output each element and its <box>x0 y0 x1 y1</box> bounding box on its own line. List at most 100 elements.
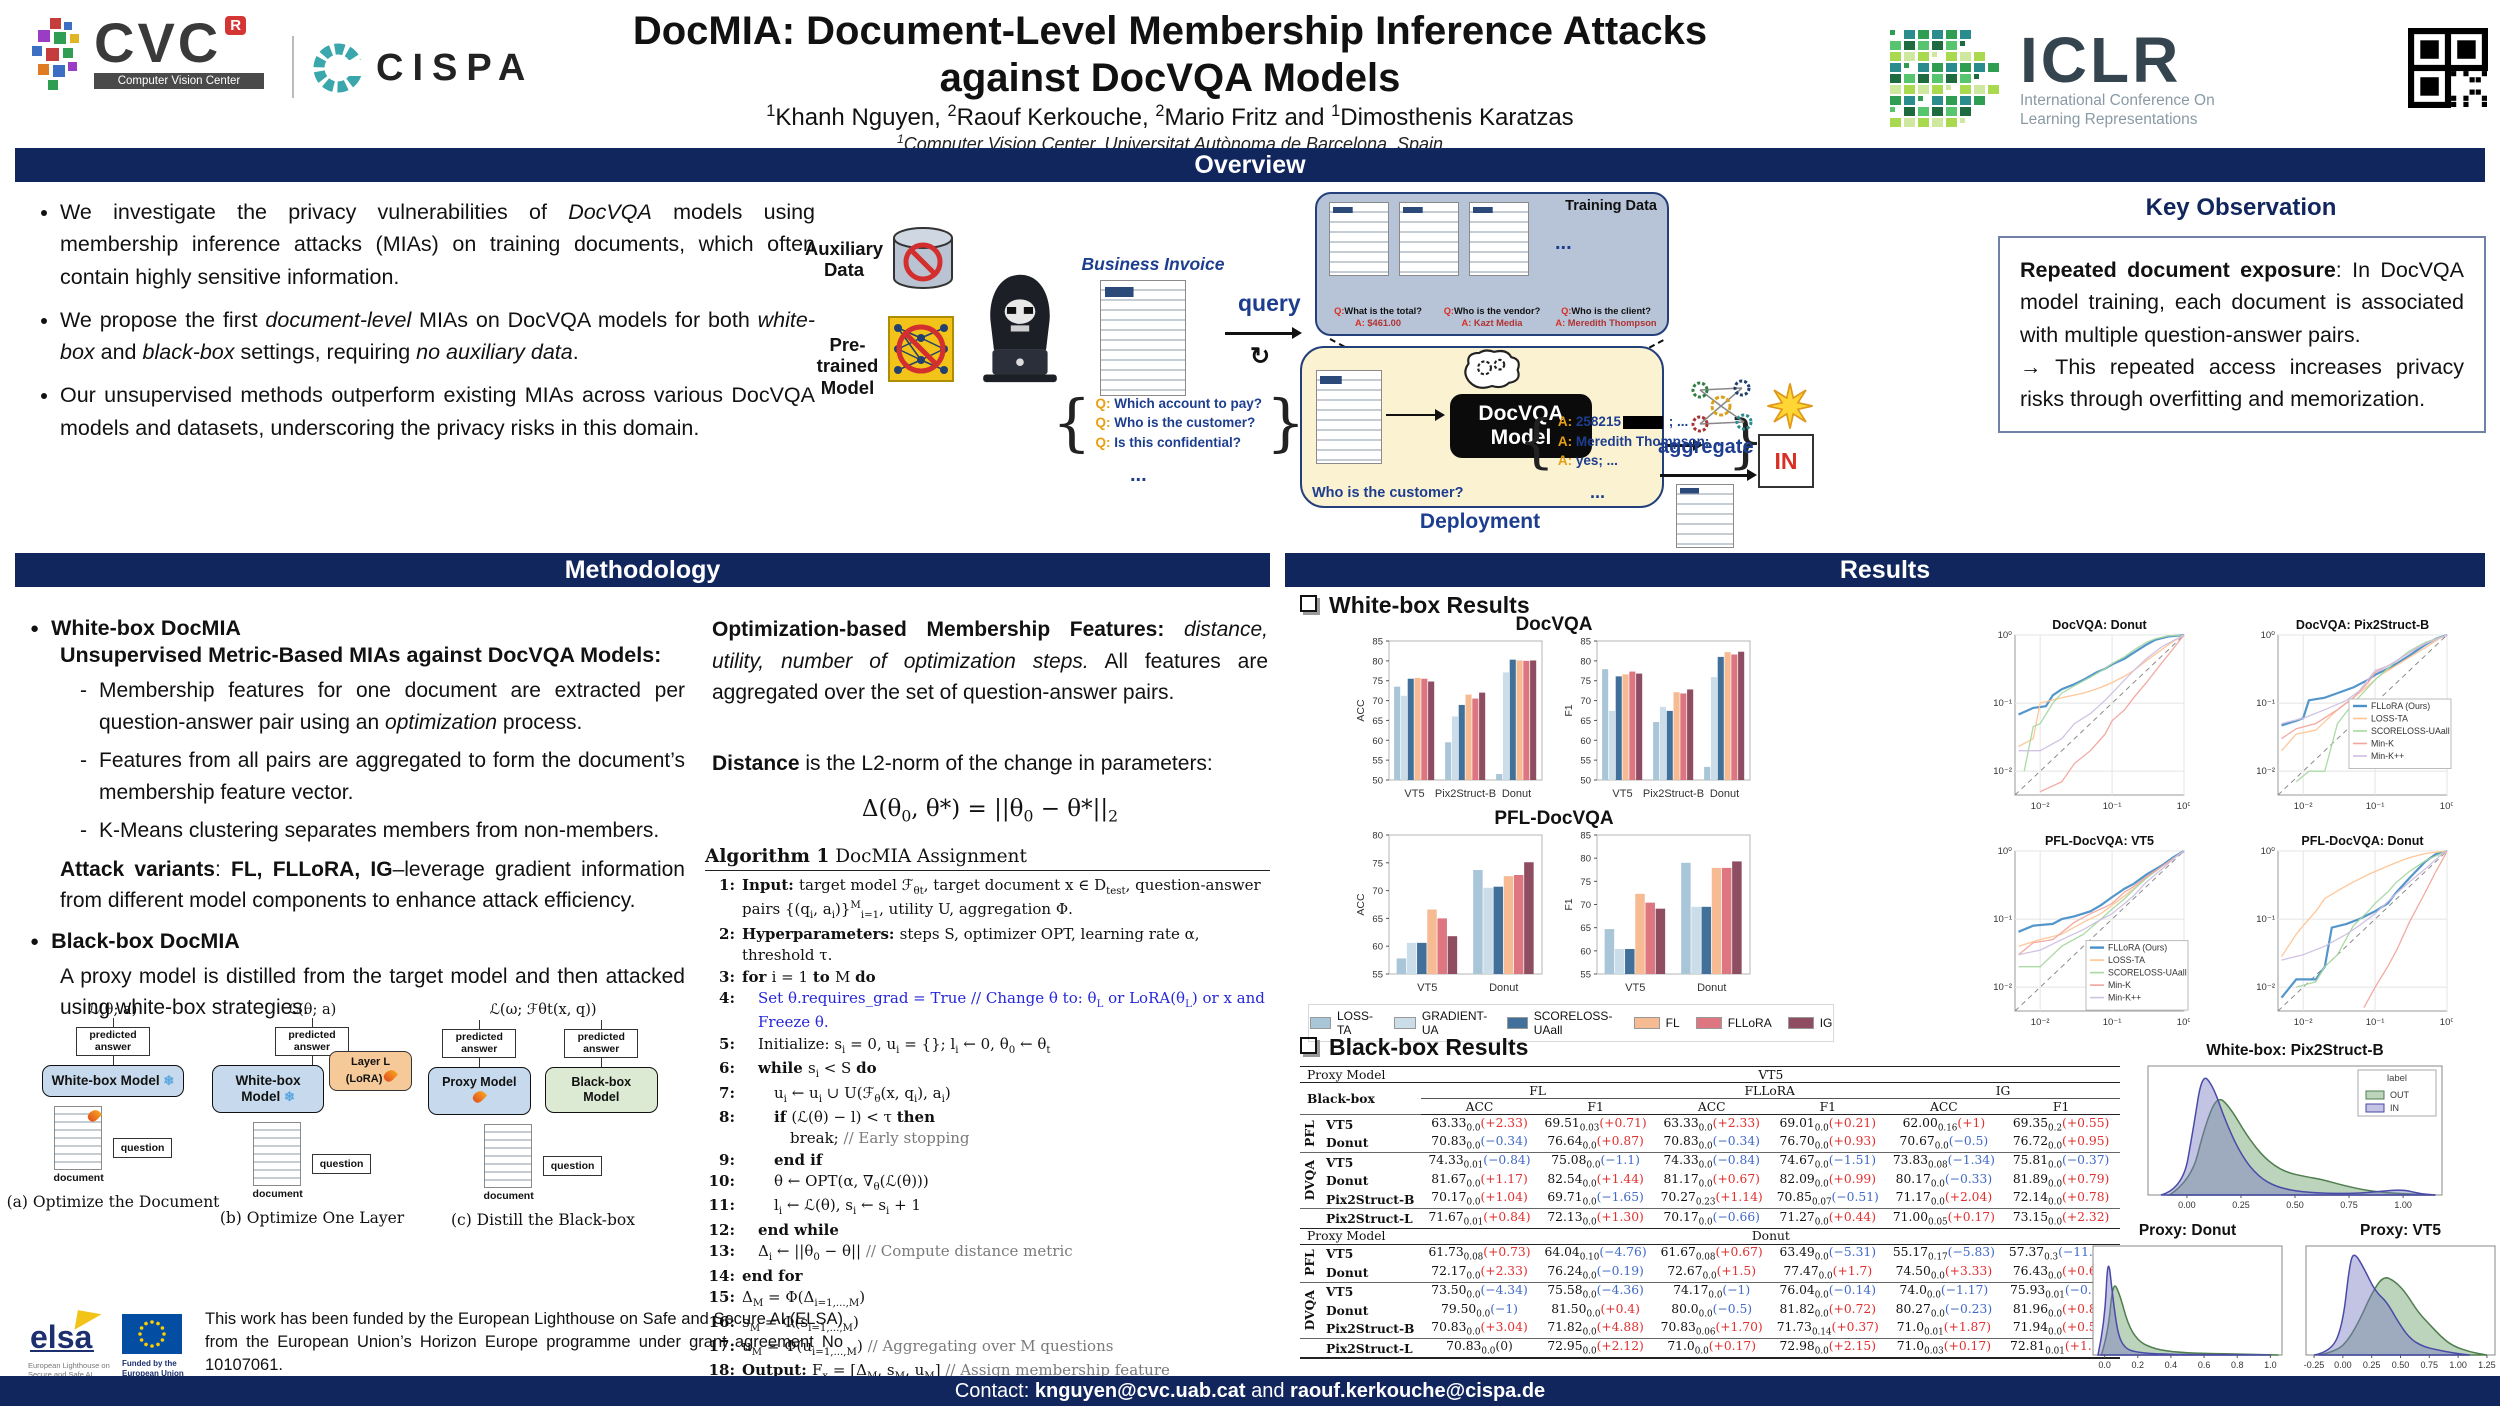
svg-text:50: 50 <box>1372 776 1383 787</box>
loss-label: ℒ(θ; a) <box>287 1002 337 1018</box>
svg-text:10⁻¹: 10⁻¹ <box>2256 698 2275 709</box>
algorithm-line: 7: ui ← ui ∪ U(ℱθ(x, qi), ai) <box>719 1083 951 1105</box>
blackbox-model-label: Black-box Model <box>571 1075 632 1105</box>
business-invoice-label: Business Invoice <box>1081 254 1225 274</box>
blackbox-results-table: Proxy Model VT5 Black-box FL FLLoRA IG ACC F1 AC… <box>1300 1066 2121 1360</box>
algorithm-line: 9: end if <box>719 1150 823 1169</box>
svg-text:85: 85 <box>1580 831 1591 842</box>
iclr-tagline-1: International Conference On <box>2020 92 2215 110</box>
bar-chart-docvqa-f1: 50 55 60 65 70 75 80 85 F1 VT5 Pix2Struct-B Donut <box>1563 636 1753 811</box>
lora-layer-box: Layer L (LoRA) <box>329 1051 412 1092</box>
algorithm-line: 16: sM = Φ(si=1,...,M) <box>708 1312 859 1334</box>
svg-text:85: 85 <box>1372 637 1383 648</box>
in-label: IN <box>1774 447 1798 474</box>
cvc-tagline: Computer Vision Center <box>94 73 264 90</box>
elsa-sub: European Lighthouse on Secure and Safe A… <box>28 1361 110 1379</box>
training-doc <box>1469 202 1529 276</box>
svg-text:Pix2Struct-B: Pix2Struct-B <box>1435 788 1496 800</box>
contact-footer: Contact: knguyen@cvc.uab.cat and raouf.k… <box>0 1376 2500 1406</box>
svg-text:0.0: 0.0 <box>2098 1360 2111 1370</box>
training-doc <box>1399 202 1459 276</box>
brace-open: { <box>1518 407 1555 476</box>
cvc-wordmark: CVC <box>94 11 222 74</box>
methodology-section-header: Methodology <box>15 553 1270 587</box>
svg-text:65: 65 <box>1580 716 1591 727</box>
query-arrow <box>1225 327 1302 339</box>
iclr-logo-graphic <box>1890 30 1999 127</box>
svg-text:55: 55 <box>1372 970 1383 981</box>
funding-text: This work has been funded by the Europea… <box>205 1310 843 1375</box>
svg-text:10⁻¹: 10⁻¹ <box>2256 914 2275 925</box>
cvc-logo: CVC R Computer Vision Center <box>30 11 280 94</box>
iclr-logo: ICLR International Conference On Learnin… <box>1888 28 2215 132</box>
svg-text:70: 70 <box>1580 696 1591 707</box>
algorithm-box: Algorithm 1 DocMIA Assignment 1: Input: t… <box>705 846 1270 1391</box>
svg-text:SCORELOSS-UAall: SCORELOSS-UAall <box>2371 726 2450 736</box>
poster-title-line1: DocMIA: Document-Level Membership Infere… <box>632 9 1708 53</box>
training-qa-pairs: Q:What is the total? A: $461.00 Q:Who is t… <box>1334 305 1657 328</box>
trainable-flame-icon <box>382 1067 399 1084</box>
svg-text:65: 65 <box>1372 914 1383 925</box>
legend-item: FLLoRA <box>1695 1016 1772 1030</box>
predicted-answer-box: predicted answer <box>442 1029 517 1059</box>
svg-text:elsa: elsa <box>30 1319 92 1355</box>
roc-pfl-donut: 10⁻² 10⁻² 10⁻¹ 10⁻¹ 10⁰ 10⁰ PFL-DocVQA: Donut <box>2248 834 2454 1039</box>
proxy-model-label: Proxy Model <box>442 1075 517 1090</box>
bar-chart-legend: LOSS-TA GRADIENT-UA SCORELOSS-UAall FL FLLoR… <box>1308 1004 1834 1042</box>
methodology-item: - Membership features for one document ar… <box>80 679 685 734</box>
brain-gears-icon <box>1464 349 1520 389</box>
starburst-icon <box>1767 383 1813 429</box>
svg-text:ACC: ACC <box>1355 699 1367 722</box>
svg-text:1.00: 1.00 <box>2449 1360 2467 1370</box>
svg-text:60: 60 <box>1372 942 1383 953</box>
aggregate-network-icon <box>1691 379 1753 433</box>
density-proxy-vt5-plot: -0.25 0.00 0.25 0.50 0.75 1.00 1.25 <box>2298 1240 2500 1377</box>
svg-text:80: 80 <box>1580 656 1591 667</box>
svg-text:55: 55 <box>1580 756 1591 767</box>
bar-group-title-docvqa: DocVQA <box>1515 614 1593 635</box>
svg-text:DocVQA: Pix2Struct-B: DocVQA: Pix2Struct-B <box>2296 618 2429 632</box>
algorithm-line: 8: if (ℒ(θ) − l) < τ then <box>719 1108 935 1127</box>
algorithm-line: 6: while si < S do <box>719 1059 877 1081</box>
svg-text:10⁰: 10⁰ <box>2440 1017 2453 1028</box>
svg-text:Donut: Donut <box>1502 788 1531 800</box>
algorithm-line: 4: Set θ.requires_grad = True // Change θ… <box>719 988 1265 1032</box>
svg-text:0.50: 0.50 <box>2392 1360 2410 1370</box>
legend-item: LOSS-TA <box>1309 1009 1378 1037</box>
eu-caption: Funded by the European Union <box>122 1359 184 1378</box>
algorithm-line: 3: for i = 1 to M do <box>719 967 876 986</box>
svg-text:OUT: OUT <box>2390 1090 2410 1100</box>
loss-label: ℒ(ω; ℱθt(x, q)) <box>489 1002 597 1018</box>
svg-text:60: 60 <box>1580 736 1591 747</box>
svg-text:10⁻¹: 10⁻¹ <box>2103 1017 2122 1028</box>
svg-text:80: 80 <box>1372 831 1383 842</box>
deployment-arrow <box>1386 409 1445 421</box>
svg-text:60: 60 <box>1372 736 1383 747</box>
svg-text:10⁻²: 10⁻² <box>2256 766 2275 777</box>
svg-text:75: 75 <box>1580 877 1591 888</box>
svg-text:F1: F1 <box>1563 704 1575 716</box>
svg-text:PFL-DocVQA: Donut: PFL-DocVQA: Donut <box>2301 834 2424 848</box>
svg-text:75: 75 <box>1372 858 1383 869</box>
cvc-logo-mosaic <box>32 18 79 90</box>
bar-group-title-pfl: PFL-DocVQA <box>1494 808 1614 829</box>
legend-item: GRADIENT-UA <box>1393 1009 1491 1037</box>
loss-label: ℒ(θ; a) <box>88 1002 138 1018</box>
authors: 1Khanh Nguyen, 2Raouf Kerkouche, 2Mario … <box>766 102 1574 132</box>
whitebox-results-text: White-box Results <box>1329 592 1530 618</box>
svg-text:10⁰: 10⁰ <box>1998 846 2013 857</box>
svg-text:10⁻¹: 10⁻¹ <box>2366 1017 2385 1028</box>
svg-text:SCORELOSS-UAall: SCORELOSS-UAall <box>2108 968 2187 978</box>
pretrained-model-label: Pre-trained Model <box>816 334 879 398</box>
svg-text:10⁻¹: 10⁻¹ <box>1993 914 2012 925</box>
methodology-item: ● White-box DocMIA <box>30 616 241 640</box>
training-ellipsis: ... <box>1555 232 1572 254</box>
svg-text:70: 70 <box>1372 886 1383 897</box>
document-input: document <box>483 1124 534 1203</box>
question-box: question <box>112 1138 173 1159</box>
svg-text:50: 50 <box>1580 776 1591 787</box>
whitebox-model-label: White-box Model <box>51 1073 160 1089</box>
svg-text:10⁻¹: 10⁻¹ <box>2103 801 2122 812</box>
key-observation-title: Key Observation <box>2145 194 2337 221</box>
document-label: document <box>483 1190 534 1203</box>
